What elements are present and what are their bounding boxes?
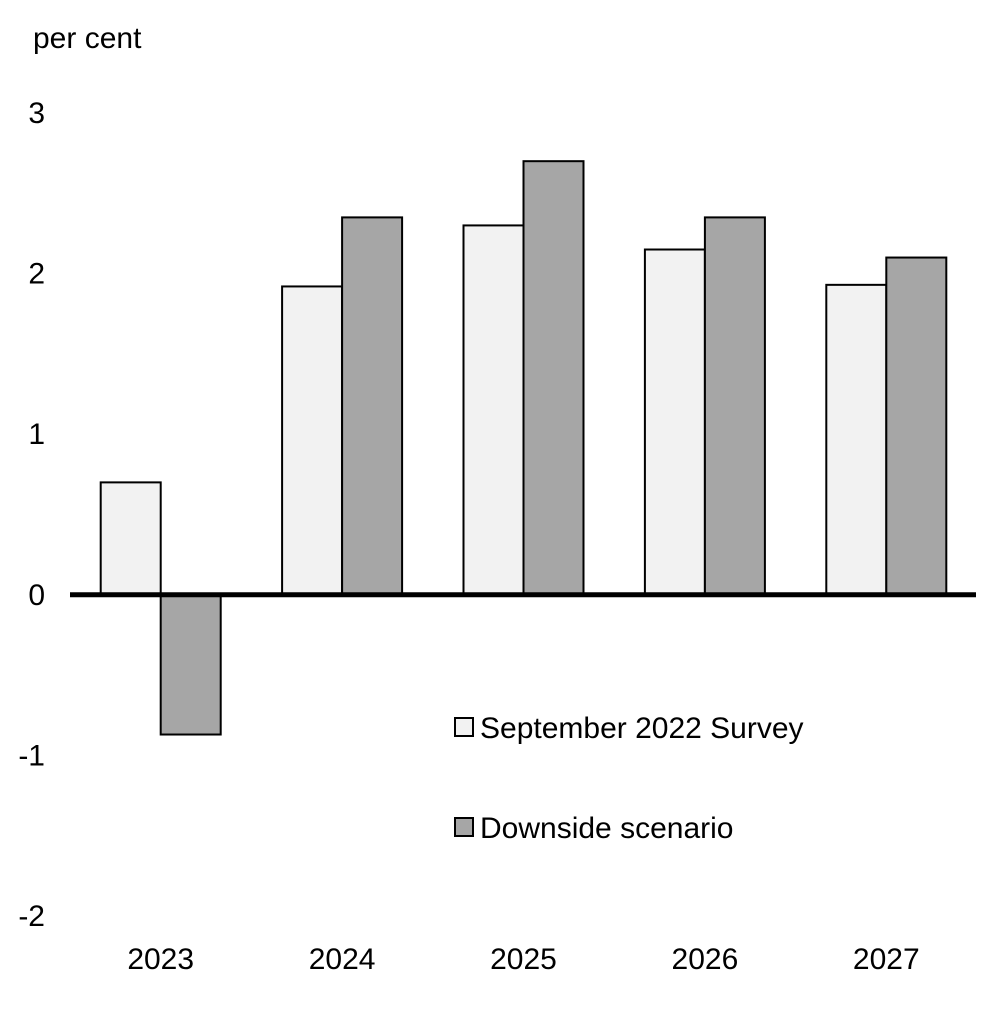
legend-label: September 2022 Survey (480, 712, 804, 745)
bar-september-2022-survey-2023 (99, 481, 162, 596)
y-tick-label: 0 (28, 579, 45, 612)
bar-september-2022-survey-2024 (281, 285, 344, 596)
bar-downside-scenario-2027 (885, 256, 948, 596)
bar-downside-scenario-2024 (341, 216, 404, 596)
bar-september-2022-survey-2027 (825, 283, 888, 596)
bar-september-2022-survey-2026 (643, 248, 706, 596)
bar-september-2022-survey-2025 (462, 224, 525, 596)
y-tick-label: -1 (18, 739, 45, 772)
y-tick-label: -2 (18, 900, 45, 933)
y-tick-label: 1 (28, 418, 45, 451)
legend: September 2022 Survey Downside scenario (454, 712, 804, 845)
legend-label: Downside scenario (480, 812, 733, 845)
x-tick-labels: 2023 2024 2025 2026 2027 (127, 943, 919, 976)
legend-swatch (454, 717, 474, 737)
bar-downside-scenario-2023 (159, 593, 222, 736)
x-tick-label: 2027 (853, 943, 920, 976)
x-tick-label: 2023 (127, 943, 194, 976)
y-tick-label: 3 (28, 97, 45, 130)
x-tick-label: 2025 (490, 943, 557, 976)
y-tick-labels: -2 -1 0 1 2 3 (18, 97, 45, 933)
bars (99, 160, 948, 736)
x-tick-label: 2026 (672, 943, 739, 976)
bar-downside-scenario-2026 (703, 216, 766, 596)
y-axis-unit-label: per cent (33, 22, 142, 55)
y-tick-label: 2 (28, 258, 45, 291)
bar-downside-scenario-2025 (522, 160, 585, 596)
legend-swatch (454, 817, 474, 837)
x-tick-label: 2024 (309, 943, 376, 976)
